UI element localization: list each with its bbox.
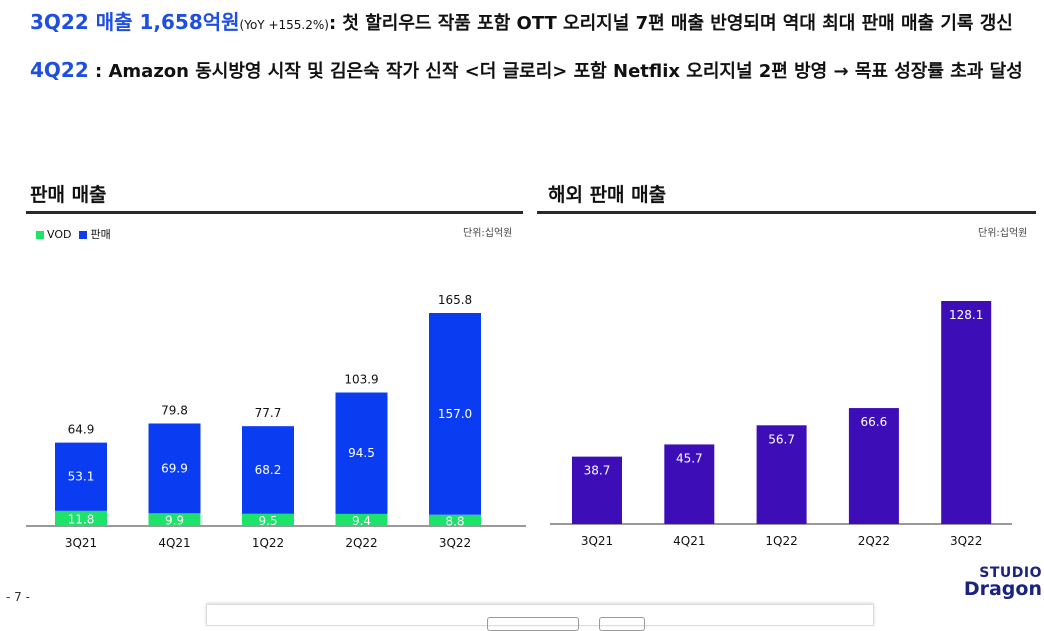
bar-overseas-3Q22: [941, 301, 992, 524]
label-vod-3Q21: 11.8: [68, 512, 95, 526]
bar-vod-4Q21: [148, 513, 201, 526]
label-vod-4Q21: 9.9: [165, 514, 184, 528]
left-chart-legend: VOD 판매: [36, 226, 111, 242]
headline-4q22-text: : Amazon 동시방영 시작 및 김은숙 작가 신작 <더 글로리> 포함 …: [88, 61, 1023, 82]
label-overseas-3Q22: 128.1: [949, 308, 983, 322]
tick-label-overseas-3Q21: 3Q21: [581, 534, 613, 548]
popup-button-1[interactable]: [487, 617, 579, 631]
bar-sales-3Q22: [429, 313, 481, 515]
headline-3q22-text: : 첫 할리우드 작품 포함 OTT 오리지널 7편 매출 반영되며 역대 최대…: [328, 13, 1013, 34]
tick-label-overseas-1Q22: 1Q22: [765, 534, 797, 548]
logo-line1: STUDIO: [979, 565, 1042, 581]
page-number: - 7 -: [6, 590, 30, 604]
label-sales-4Q21: 69.9: [161, 461, 188, 475]
tick-label-overseas-2Q22: 2Q22: [858, 534, 890, 548]
studio-dragon-logo: STUDIO Dragon: [964, 566, 1042, 599]
label-vod-1Q22: 9.5: [258, 514, 277, 528]
label-sales-1Q22: 68.2: [255, 463, 282, 477]
bar-overseas-3Q21: [572, 456, 622, 524]
headline-4q22-lead: 4Q22: [30, 58, 89, 82]
label-vod-2Q22: 9.4: [352, 514, 371, 528]
legend-item-sales: 판매: [79, 226, 111, 242]
bar-sales-4Q21: [148, 423, 201, 514]
legend-swatch-sales: [79, 231, 88, 239]
bar-overseas-2Q22: [848, 408, 899, 524]
left-chart-title: 판매 매출: [30, 184, 107, 206]
bar-sales-2Q22: [335, 392, 388, 514]
tick-label-overseas-4Q21: 4Q21: [673, 534, 705, 548]
label-total-2Q22: 103.9: [344, 373, 378, 387]
label-overseas-3Q21: 38.7: [584, 464, 611, 478]
left-unit-label: 단위:십억원: [463, 228, 513, 239]
legend-swatch-vod: [36, 230, 44, 239]
tick-label-1Q22: 1Q22: [252, 536, 284, 550]
tick-label-2Q22: 2Q22: [345, 536, 377, 550]
bottom-popup-bar: [206, 604, 874, 631]
tick-label-4Q21: 4Q21: [158, 536, 190, 550]
bar-vod-2Q22: [335, 513, 388, 526]
label-sales-2Q22: 94.5: [348, 446, 375, 460]
label-vod-3Q22: 8.8: [445, 514, 464, 528]
legend-label-sales: 판매: [90, 228, 111, 241]
headline-4q22: 4Q22 : Amazon 동시방영 시작 및 김은숙 작가 신작 <더 글로리…: [30, 57, 1023, 83]
bar-vod-3Q22: [429, 514, 481, 526]
bar-vod-1Q22: [242, 513, 294, 526]
label-sales-3Q22: 157.0: [438, 407, 472, 421]
right-chart-title: 해외 판매 매출: [548, 184, 667, 206]
legend-item-vod: VOD: [36, 228, 71, 241]
logo-line2: Dragon: [963, 578, 1042, 600]
right-bar-chart: 38.7 3Q21 45.7 4Q21 56.7 1Q22 66.6 2Q22 128.1 3Q2…: [550, 301, 1012, 548]
label-overseas-2Q22: 66.6: [861, 415, 888, 429]
headline-3q22: 3Q22 매출 1,658억원(YoY +155.2%): 첫 할리우드 작품 …: [30, 6, 1013, 35]
bar-sales-1Q22: [242, 426, 294, 514]
label-total-1Q22: 77.7: [255, 406, 282, 420]
tick-label-3Q21: 3Q21: [65, 536, 97, 550]
label-sales-3Q21: 53.1: [68, 470, 95, 484]
right-title-rule: [537, 211, 1036, 214]
headline-3q22-lead: 3Q22 매출 1,658억원: [30, 10, 240, 34]
bar-overseas-1Q22: [756, 425, 807, 524]
label-total-3Q22: 165.8: [438, 293, 472, 307]
bar-sales-3Q21: [55, 442, 107, 511]
popup-button-2[interactable]: [599, 617, 645, 631]
tick-label-overseas-3Q22: 3Q22: [950, 534, 982, 548]
headline-3q22-yoy: (YoY +155.2%): [239, 18, 329, 32]
legend-label-vod: VOD: [47, 227, 72, 241]
label-total-3Q21: 64.9: [68, 423, 95, 437]
tick-label-3Q22: 3Q22: [439, 536, 471, 550]
left-stacked-bar-chart: 11.8 53.1 64.9 3Q21 9.9 69.9 79.8 4Q21 9.5 68.2 77…: [26, 293, 526, 550]
bar-overseas-4Q21: [664, 444, 715, 524]
label-overseas-4Q21: 45.7: [676, 451, 703, 465]
bar-vod-3Q21: [55, 510, 107, 526]
right-unit-label: 단위:십억원: [978, 228, 1028, 239]
label-total-4Q21: 79.8: [161, 403, 188, 417]
left-title-rule: [26, 211, 523, 214]
label-overseas-1Q22: 56.7: [768, 432, 795, 446]
